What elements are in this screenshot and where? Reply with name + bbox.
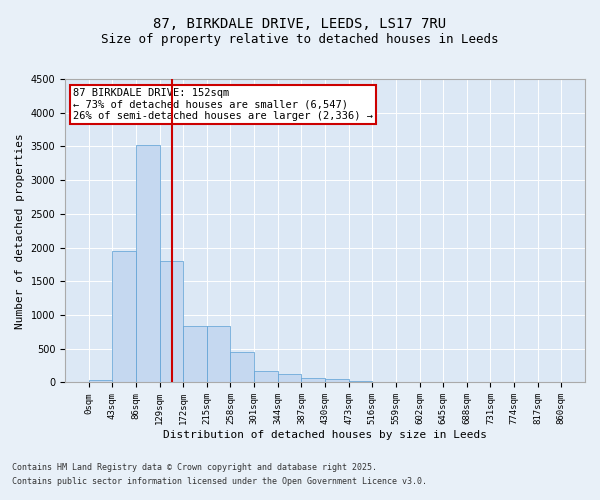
Bar (278, 374, 301, 382)
Bar (89, 380, 112, 382)
Bar (301, 378, 325, 382)
X-axis label: Distribution of detached houses by size in Leeds: Distribution of detached houses by size … (163, 430, 487, 440)
Bar (160, 261, 183, 382)
Y-axis label: Number of detached properties: Number of detached properties (15, 133, 25, 328)
Bar (183, 326, 207, 382)
Bar (325, 379, 349, 382)
Text: Size of property relative to detached houses in Leeds: Size of property relative to detached ho… (101, 32, 499, 46)
Bar (136, 145, 160, 382)
Text: 87, BIRKDALE DRIVE, LEEDS, LS17 7RU: 87, BIRKDALE DRIVE, LEEDS, LS17 7RU (154, 18, 446, 32)
Text: Contains public sector information licensed under the Open Government Licence v3: Contains public sector information licen… (12, 477, 427, 486)
Bar (112, 251, 136, 382)
Bar (230, 352, 254, 382)
Bar (207, 326, 230, 382)
Text: 87 BIRKDALE DRIVE: 152sqm
← 73% of detached houses are smaller (6,547)
26% of se: 87 BIRKDALE DRIVE: 152sqm ← 73% of detac… (73, 88, 373, 122)
Bar (254, 370, 278, 382)
Text: Contains HM Land Registry data © Crown copyright and database right 2025.: Contains HM Land Registry data © Crown c… (12, 464, 377, 472)
